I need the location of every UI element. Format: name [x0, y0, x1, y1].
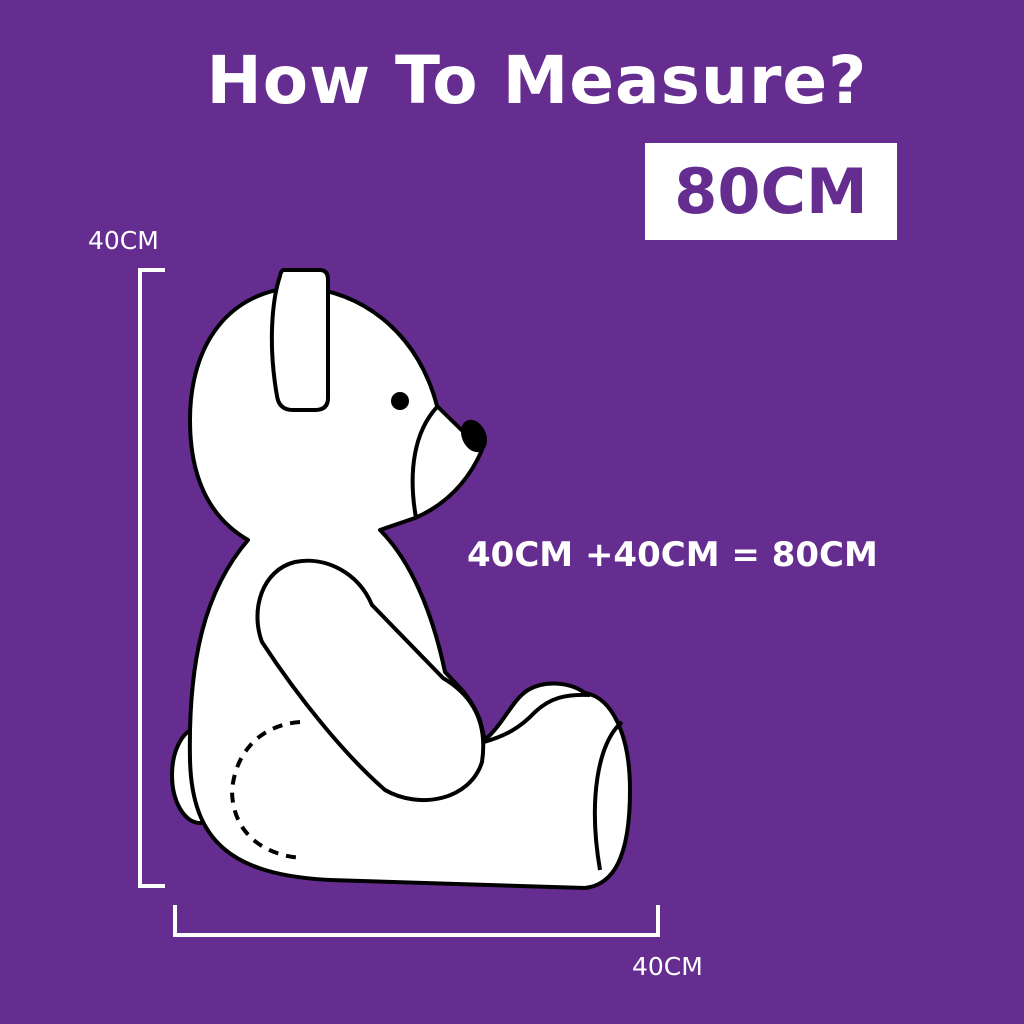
bear-foot-sole [592, 720, 624, 871]
bear-ear [269, 268, 330, 412]
size-badge: 80CM [645, 143, 897, 240]
length-label: 40CM [632, 952, 703, 981]
bear-nose [460, 419, 488, 453]
bear-muzzle-line [410, 405, 439, 519]
bear-leg-top [483, 692, 591, 744]
height-bracket [138, 268, 165, 888]
teddy-bear-icon [170, 268, 632, 890]
bear-arm [255, 558, 486, 803]
size-badge-text: 80CM [674, 155, 868, 228]
bear-eye [391, 392, 409, 410]
equation-text: 40CM +40CM = 80CM [467, 535, 878, 575]
height-label: 40CM [88, 226, 159, 255]
page-title: How To Measure? [206, 42, 868, 119]
length-bracket [173, 905, 660, 937]
